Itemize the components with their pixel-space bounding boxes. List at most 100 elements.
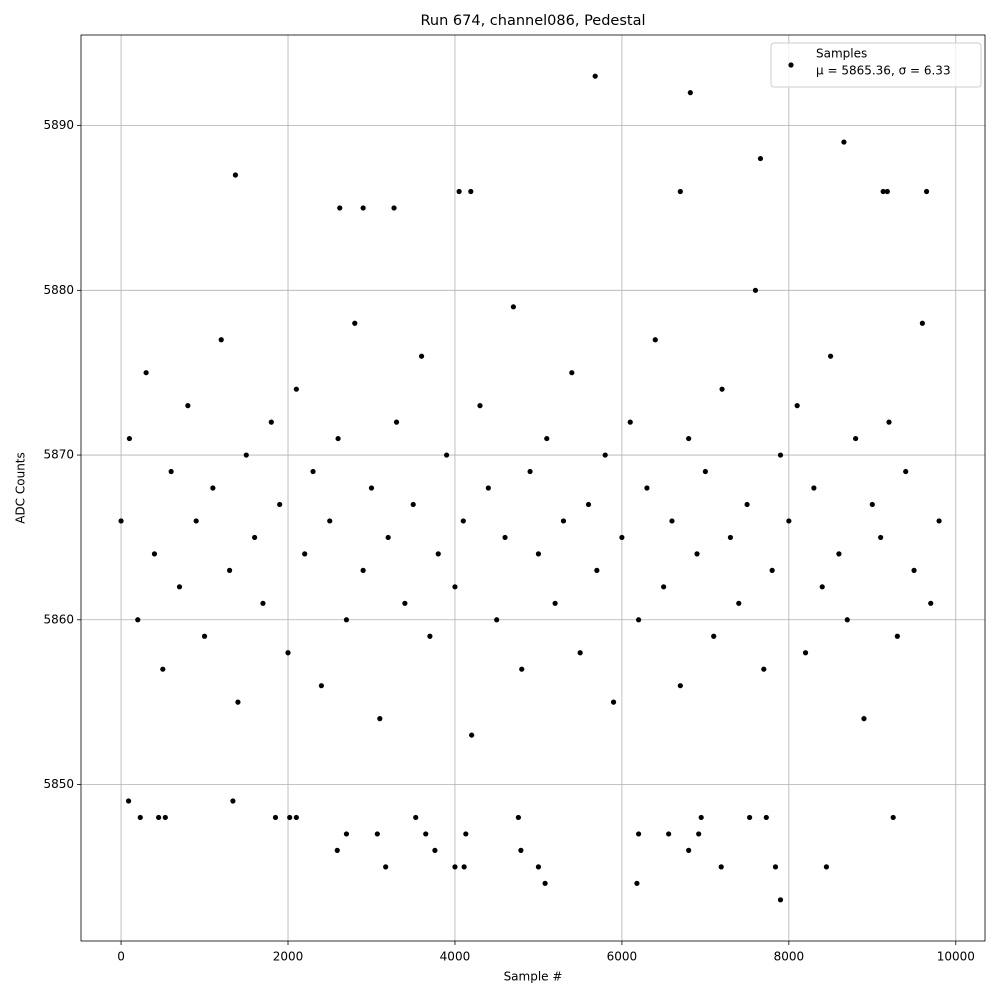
point	[698, 814, 704, 821]
point	[427, 633, 433, 639]
point	[193, 518, 199, 524]
point	[841, 139, 847, 145]
point	[535, 551, 542, 557]
point	[911, 567, 917, 573]
point	[711, 633, 717, 639]
point	[352, 320, 358, 326]
point	[268, 419, 274, 425]
point	[544, 435, 550, 442]
point	[125, 798, 132, 804]
point	[423, 831, 429, 837]
point	[343, 831, 350, 837]
point	[727, 534, 734, 541]
point	[827, 353, 834, 359]
point	[327, 518, 333, 524]
point	[869, 501, 875, 508]
point	[823, 864, 830, 870]
point	[687, 90, 693, 96]
point	[577, 650, 583, 656]
point	[535, 864, 542, 870]
point	[162, 814, 168, 821]
point	[185, 403, 191, 409]
x-tick-label: 6000	[607, 950, 638, 964]
point	[752, 287, 759, 293]
x-axis-label: Sample #	[504, 970, 563, 984]
point	[819, 584, 825, 590]
legend: Samples μ = 5865.36, σ = 6.33	[770, 42, 982, 88]
point	[627, 419, 633, 425]
point	[757, 155, 764, 162]
point	[293, 814, 299, 821]
point	[118, 518, 124, 524]
point	[444, 452, 450, 458]
x-tick-label: 0	[117, 950, 125, 964]
legend-note: μ = 5865.36, σ = 6.33	[816, 64, 951, 78]
point	[666, 831, 672, 837]
point	[677, 188, 683, 195]
point	[878, 534, 884, 541]
point	[592, 73, 598, 79]
point	[923, 188, 930, 195]
point	[610, 699, 617, 705]
point	[218, 337, 224, 343]
point	[463, 831, 469, 837]
point	[156, 814, 162, 821]
point	[302, 551, 308, 557]
point	[210, 485, 216, 491]
point	[634, 880, 640, 886]
point	[884, 188, 890, 195]
point	[410, 501, 416, 508]
point	[293, 386, 299, 392]
point	[252, 534, 258, 541]
point	[460, 518, 466, 524]
point	[243, 452, 249, 458]
point	[744, 501, 750, 508]
point	[560, 518, 567, 524]
point	[853, 435, 859, 442]
point	[635, 831, 642, 837]
point	[485, 485, 491, 491]
point	[936, 518, 942, 524]
point	[552, 600, 558, 606]
point	[903, 468, 909, 475]
point	[461, 864, 467, 870]
point	[176, 584, 183, 590]
point	[337, 205, 343, 211]
point	[383, 864, 389, 870]
point	[494, 617, 500, 623]
point	[661, 584, 667, 590]
point	[418, 353, 425, 359]
legend-marker	[788, 62, 794, 68]
point	[777, 452, 784, 458]
x-tick-label: 2000	[273, 950, 304, 964]
point	[126, 435, 133, 442]
point	[452, 864, 458, 870]
point	[393, 419, 400, 425]
y-tick-label: 5860	[43, 612, 74, 626]
point	[652, 337, 658, 343]
point	[919, 320, 925, 326]
point	[260, 600, 266, 606]
point	[515, 814, 521, 821]
point	[368, 485, 375, 491]
point	[272, 814, 279, 821]
point	[747, 814, 753, 821]
point	[777, 897, 784, 903]
y-tick-label: 5890	[43, 118, 74, 132]
point	[694, 551, 700, 557]
point	[285, 650, 291, 656]
point	[886, 419, 892, 425]
point	[287, 814, 293, 821]
point	[201, 633, 208, 639]
point	[335, 435, 341, 442]
y-tick-label: 5880	[43, 283, 74, 297]
point	[235, 699, 241, 705]
point	[761, 666, 767, 672]
point	[527, 468, 533, 475]
y-axis-label: ADC Counts	[14, 452, 28, 524]
point	[861, 716, 867, 722]
point	[510, 304, 516, 310]
